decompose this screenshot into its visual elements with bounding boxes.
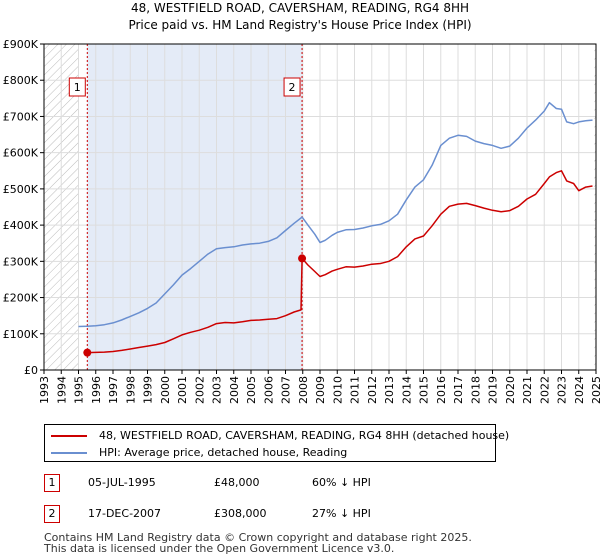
legend-property-label: 48, WESTFIELD ROAD, CAVERSHAM, READING, … [99,429,510,442]
chart-title: 48, WESTFIELD ROAD, CAVERSHAM, READING, … [131,1,469,15]
x-tick-label-1999: 1999 [142,376,155,404]
x-tick-label-2023: 2023 [556,376,569,404]
x-tick-label-2002: 2002 [193,376,206,404]
x-tick-label-2007: 2007 [280,376,293,404]
plot-area: 1 2 £0 £100K £200K £300K £400K £500K £600K £700K £… [3,38,600,404]
legend-blue-line [51,452,87,454]
transaction-hpi-2: 27% ↓ HPI [312,507,371,520]
legend: 48, WESTFIELD ROAD, CAVERSHAM, READING, … [44,424,509,462]
transaction-badge-2: 2 [44,505,60,523]
hpi-line [78,101,593,328]
x-tick-label-2009: 2009 [314,376,327,404]
x-tick-label-1994: 1994 [55,376,68,404]
y-tick-label-1: £100K [3,328,39,341]
x-tick-label-2008: 2008 [297,376,310,404]
transaction-marker-2 [298,254,307,263]
x-tick-label-2000: 2000 [159,376,172,404]
transaction-row-2: 2 17-DEC-2007 £308,000 27% ↓ HPI [44,505,584,525]
x-tick-label-2018: 2018 [469,376,482,404]
y-tick-label-0: £0 [24,364,38,377]
price-chart: 48, WESTFIELD ROAD, CAVERSHAM, READING, … [3,1,600,404]
x-tick-label-2010: 2010 [331,376,344,404]
x-tick-label-2014: 2014 [400,376,413,404]
property-line [87,170,593,354]
x-tick-label-2022: 2022 [538,376,551,404]
x-tick-label-2021: 2021 [521,376,534,404]
y-tick-label-3: £300K [3,255,39,268]
transaction-label-box-2 [283,77,301,97]
transaction-marker-1 [83,348,92,357]
x-tick-label-2006: 2006 [262,376,275,404]
y-tick-label-6: £600K [3,147,39,160]
transaction-label-2: 2 [289,81,296,94]
legend-red-line [51,435,87,437]
y-tick-label-7: £700K [3,110,39,123]
transaction-date-2: 17-DEC-2007 [88,507,162,520]
x-tick-label-1995: 1995 [73,376,86,404]
x-tick-label-2015: 2015 [418,376,431,404]
y-tick-label-2: £200K [3,292,39,305]
x-tick-label-2016: 2016 [435,376,448,404]
footer-line-2: This data is licensed under the Open Gov… [44,542,395,555]
legend-hpi-label: HPI: Average price, detached house, Read… [99,446,348,459]
x-tick-label-2012: 2012 [366,376,379,404]
x-tick-label-2025: 2025 [590,376,600,404]
transaction-label-box-1 [68,77,86,97]
ownership-shade [87,44,303,370]
x-tick-label-2011: 2011 [349,376,362,404]
x-tick-label-2004: 2004 [228,376,241,404]
y-tick-label-9: £900K [3,38,39,51]
transaction-price-2: £308,000 [214,507,267,520]
y-tick-label-8: £800K [3,74,39,87]
x-tick-label-2005: 2005 [245,376,258,404]
hatched-region-1 [594,44,596,370]
x-tick-label-1997: 1997 [107,376,120,404]
transaction-price-1: £48,000 [214,476,260,489]
transaction-badge-1: 1 [44,474,60,492]
x-tick-label-2019: 2019 [487,376,500,404]
transaction-label-1: 1 [74,81,81,94]
x-tick-label-2001: 2001 [176,376,189,404]
x-tick-label-2024: 2024 [573,376,586,404]
x-tick-label-2003: 2003 [211,376,224,404]
x-tick-label-2020: 2020 [504,376,517,404]
x-tick-label-1993: 1993 [38,376,51,404]
y-tick-label-5: £500K [3,183,39,196]
x-tick-label-2013: 2013 [383,376,396,404]
footer: Contains HM Land Registry data © Crown c… [44,532,472,554]
transaction-hpi-1: 60% ↓ HPI [312,476,371,489]
x-tick-label-2017: 2017 [452,376,465,404]
x-tick-label-1998: 1998 [124,376,137,404]
chart-subtitle: Price paid vs. HM Land Registry's House … [128,18,471,32]
transaction-row-1: 1 05-JUL-1995 £48,000 60% ↓ HPI [44,474,584,494]
transaction-date-1: 05-JUL-1995 [88,476,156,489]
x-tick-label-1996: 1996 [90,376,103,404]
footer-line-1: Contains HM Land Registry data © Crown c… [44,531,472,544]
y-tick-label-4: £400K [3,219,39,232]
